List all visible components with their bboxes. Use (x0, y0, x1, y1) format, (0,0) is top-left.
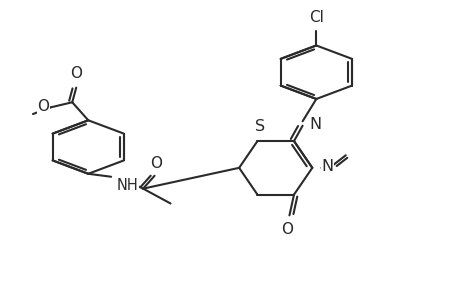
Text: N: N (321, 159, 333, 174)
Text: O: O (37, 99, 49, 114)
Text: N: N (309, 117, 321, 132)
Text: O: O (70, 66, 82, 81)
Text: O: O (280, 222, 292, 237)
Text: O: O (150, 156, 162, 171)
Text: NH: NH (116, 178, 138, 193)
Text: S: S (254, 119, 264, 134)
Text: Cl: Cl (308, 10, 323, 25)
